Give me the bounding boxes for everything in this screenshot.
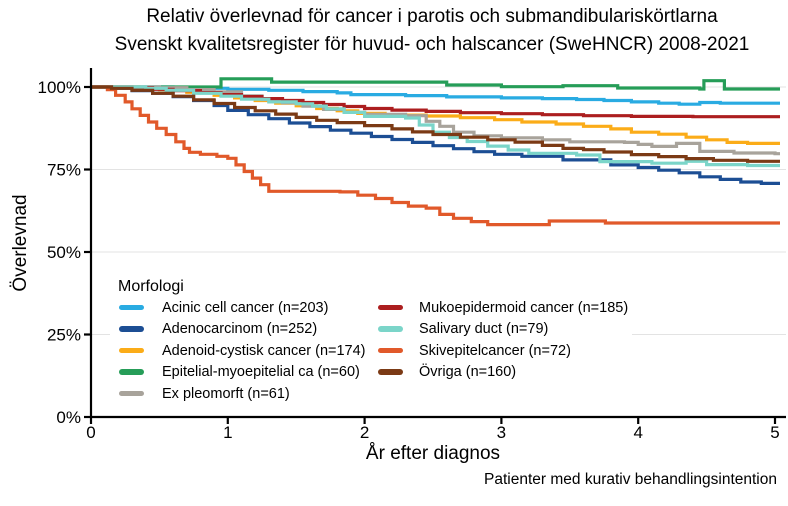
- legend-swatch-mukoepidermoid-cancer: [378, 304, 403, 310]
- legend-label-epitelial-myoepitelial-ca: Epitelial-myoepitelial ca (n=60): [162, 364, 360, 380]
- survival-curve-mukoepidermoid-cancer: [91, 85, 780, 119]
- x-tick-label-1: 1: [223, 423, 232, 442]
- legend-label-adenoid-cystisk-cancer: Adenoid-cystisk cancer (n=174): [162, 342, 366, 359]
- chart-title: Relativ överlevnad för cancer i parotis …: [146, 6, 718, 27]
- y-tick-label-75: 75%: [47, 161, 81, 180]
- legend-swatch-ovriga: [378, 369, 403, 375]
- x-axis-label: År efter diagnos: [365, 443, 501, 464]
- legend-title: Morfologi: [118, 278, 184, 295]
- chart-subtitle: Svenskt kvalitetsregister för huvud- och…: [114, 34, 750, 55]
- y-tick-label-0: 0%: [56, 408, 81, 427]
- legend-swatch-skivepitelcancer: [378, 347, 403, 353]
- legend-swatch-acinic-cell-cancer: [119, 304, 144, 310]
- survival-curve-skivepitelcancer: [91, 85, 780, 227]
- survival-curve-ovriga: [91, 85, 780, 163]
- x-tick-label-2: 2: [360, 423, 369, 442]
- survival-curve-salivary-duct: [91, 85, 780, 168]
- legend: Morfologi Acinic cell cancer (n=203) Aden…: [110, 276, 632, 406]
- x-tick-label-3: 3: [497, 423, 506, 442]
- legend-swatch-adenocarcinom: [119, 326, 144, 332]
- legend-label-acinic-cell-cancer: Acinic cell cancer (n=203): [162, 299, 329, 316]
- legend-swatch-ex-pleomorft: [119, 390, 144, 396]
- y-tick-label-25: 25%: [47, 326, 81, 345]
- legend-swatch-adenoid-cystisk-cancer: [119, 347, 144, 353]
- legend-label-mukoepidermoid-cancer: Mukoepidermoid cancer (n=185): [419, 299, 629, 316]
- survival-curve-acinic-cell-cancer: [91, 85, 780, 106]
- y-tick-label-50: 50%: [47, 243, 81, 262]
- y-tick-label-100: 100%: [38, 78, 81, 97]
- legend-swatch-salivary-duct: [378, 326, 403, 332]
- legend-label-ex-pleomorft: Ex pleomorft (n=61): [162, 385, 290, 402]
- legend-label-adenocarcinom: Adenocarcinom (n=252): [162, 321, 318, 337]
- x-tick-label-5: 5: [770, 423, 779, 442]
- x-tick-label-4: 4: [633, 423, 642, 442]
- chart-caption: Patienter med kurativ behandlingsintenti…: [484, 471, 777, 488]
- legend-label-skivepitelcancer: Skivepitelcancer (n=72): [419, 342, 571, 359]
- legend-swatch-epitelial-myoepitelial-ca: [119, 369, 144, 375]
- legend-label-salivary-duct: Salivary duct (n=79): [419, 321, 549, 337]
- x-tick-label-0: 0: [86, 423, 95, 442]
- legend-label-ovriga: Övriga (n=160): [419, 364, 517, 380]
- survival-curve-epitelial-myoepitelial-ca: [91, 77, 780, 91]
